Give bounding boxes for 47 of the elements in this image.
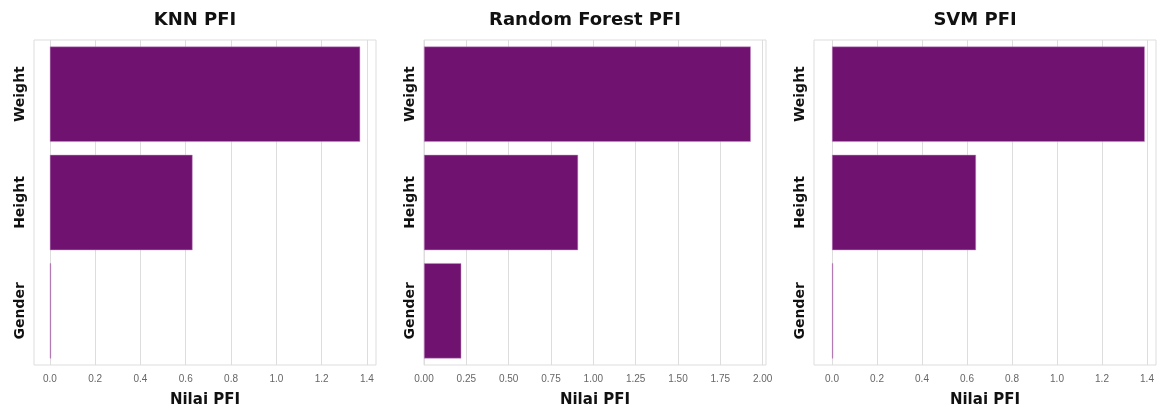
y-tick-label: Weight	[11, 65, 27, 123]
y-tick-label: Height	[791, 175, 807, 229]
y-tick-label: Gender	[11, 282, 27, 340]
x-tick-label: 0.6	[178, 372, 194, 384]
bar	[832, 46, 1145, 142]
x-tick-label: 0.8	[224, 372, 239, 384]
x-tick-label: 0.50	[498, 372, 519, 384]
x-axis-title: Nilai PFI	[559, 389, 631, 408]
x-tick-label: 1.25	[625, 372, 646, 384]
y-tick-label: Gender	[791, 282, 807, 340]
x-tick-label: 0.2	[88, 372, 103, 384]
x-tick-label: 2.00	[752, 372, 773, 384]
chart-title: Random Forest PFI	[489, 7, 681, 29]
x-tick-label: 0.8	[1005, 372, 1020, 384]
x-tick-label: 0.25	[456, 372, 477, 384]
x-tick-label: 1.75	[710, 372, 731, 384]
x-tick-label: 0.00	[414, 372, 435, 384]
chart-title: SVM PFI	[933, 7, 1017, 29]
bar	[832, 154, 976, 251]
bar	[49, 46, 361, 142]
y-tick-label: Weight	[791, 65, 807, 123]
y-tick-label: Weight	[401, 65, 417, 123]
x-tick-label: 0.6	[960, 372, 975, 384]
y-tick-label: Height	[11, 175, 27, 229]
x-tick-label: 0.0	[825, 372, 840, 384]
y-tick-label: Gender	[401, 282, 417, 340]
bar	[424, 46, 751, 142]
x-tick-label: 1.00	[583, 372, 604, 384]
y-tick-label: Height	[401, 175, 417, 229]
x-tick-label: 1.0	[269, 372, 284, 384]
bar	[424, 263, 462, 359]
x-tick-label: 1.2	[1095, 372, 1110, 384]
x-tick-label: 0.2	[870, 372, 885, 384]
bar	[49, 154, 193, 251]
bar	[424, 154, 579, 251]
x-axis-title: Nilai PFI	[949, 389, 1021, 408]
x-axis-title: Nilai PFI	[169, 389, 241, 408]
x-tick-label: 1.4	[359, 372, 375, 384]
x-tick-label: 1.50	[668, 372, 689, 384]
x-tick-label: 0.75	[541, 372, 562, 384]
x-tick-label: 0.0	[42, 372, 58, 384]
x-tick-label: 0.4	[133, 372, 148, 384]
x-tick-label: 1.0	[1050, 372, 1065, 384]
x-tick-label: 1.4	[1140, 372, 1155, 384]
x-tick-label: 1.2	[314, 372, 330, 384]
x-tick-label: 0.4	[915, 372, 930, 384]
chart-title: KNN PFI	[153, 7, 237, 29]
